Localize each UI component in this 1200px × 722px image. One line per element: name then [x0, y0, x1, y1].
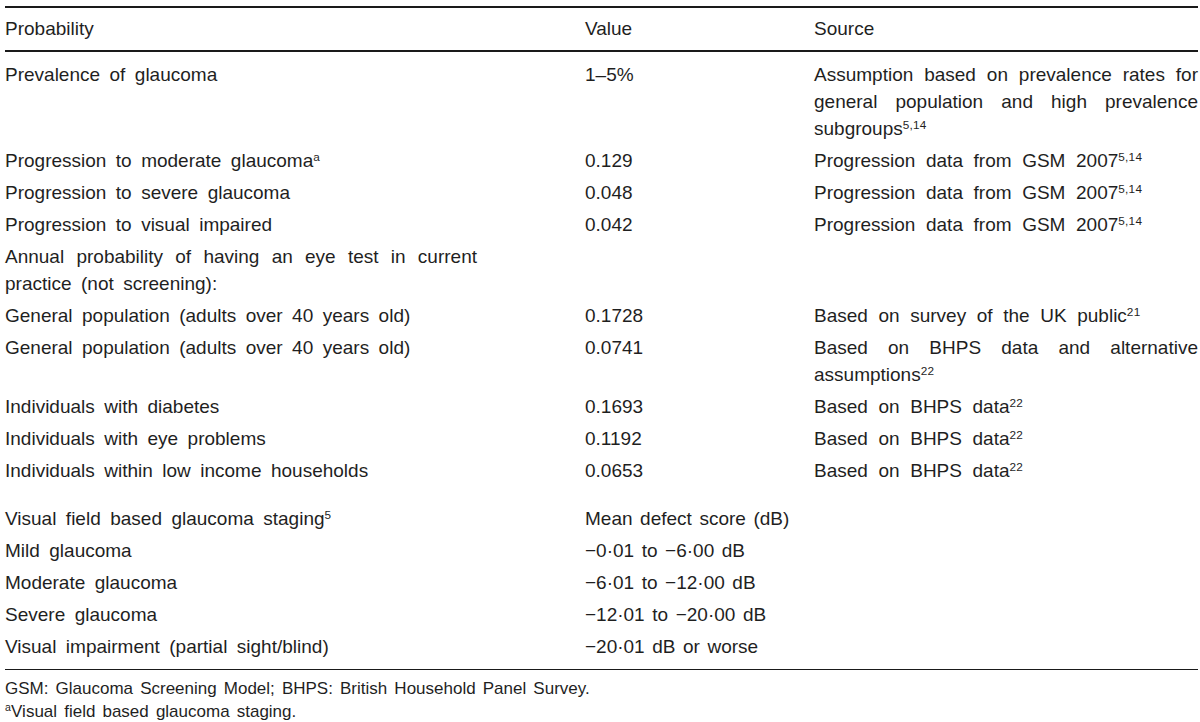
table-row: General population (adults over 40 years…	[5, 299, 1198, 331]
cell-source	[814, 601, 1198, 628]
table-row: Progression to moderate glaucomaa0.129Pr…	[5, 144, 1198, 176]
cell-probability: Prevalence of glaucoma	[5, 61, 585, 142]
cell-source: Progression data from GSM 20075,14	[814, 147, 1198, 174]
cell-value: 0.1693	[585, 393, 814, 420]
cell-value: 0.1192	[585, 425, 814, 452]
cell-source	[814, 537, 1198, 564]
cell-value: 0.1728	[585, 302, 814, 329]
cell-value: −0·01 to −6·00 dB	[585, 537, 814, 564]
cell-source	[814, 505, 1198, 532]
cell-source	[814, 569, 1198, 596]
column-header-value: Value	[585, 15, 814, 42]
cell-source: Progression data from GSM 20075,14	[814, 179, 1198, 206]
cell-probability: General population (adults over 40 years…	[5, 302, 585, 329]
cell-probability: Progression to visual impaired	[5, 211, 585, 238]
cell-probability: Individuals within low income households	[5, 457, 585, 484]
cell-value: 0.0653	[585, 457, 814, 484]
cell-value: Mean defect score (dB)	[585, 505, 814, 532]
cell-source	[814, 243, 1198, 297]
cell-probability: General population (adults over 40 years…	[5, 334, 585, 388]
table-row: Individuals with diabetes0.1693Based on …	[5, 390, 1198, 422]
table-row: Annual probability of having an eye test…	[5, 240, 1198, 299]
column-header-probability: Probability	[5, 15, 585, 42]
cell-probability: Visual impairment (partial sight/blind)	[5, 633, 585, 660]
cell-source: Based on BHPS data22	[814, 393, 1198, 420]
cell-probability: Individuals with eye problems	[5, 425, 585, 452]
cell-source: Based on BHPS data and alternative assum…	[814, 334, 1198, 388]
table-row: Visual impairment (partial sight/blind)−…	[5, 630, 1198, 662]
cell-probability: Moderate glaucoma	[5, 569, 585, 596]
cell-value	[585, 243, 814, 297]
cell-source	[814, 633, 1198, 660]
column-header-source: Source	[814, 15, 1198, 42]
cell-value: 0.129	[585, 147, 814, 174]
table-row: Visual field based glaucoma staging5Mean…	[5, 502, 1198, 534]
cell-source: Assumption based on prevalence rates for…	[814, 61, 1198, 142]
cell-value: 1–5%	[585, 61, 814, 142]
table-footnotes: GSM: Glaucoma Screening Model; BHPS: Bri…	[5, 670, 1198, 722]
cell-source: Based on BHPS data22	[814, 425, 1198, 452]
table-row: Progression to visual impaired0.042Progr…	[5, 208, 1198, 240]
cell-probability: Progression to severe glaucoma	[5, 179, 585, 206]
table-row: Moderate glaucoma−6·01 to −12·00 dB	[5, 566, 1198, 598]
table-row: General population (adults over 40 years…	[5, 331, 1198, 390]
cell-value: −20·01 dB or worse	[585, 633, 814, 660]
cell-source: Progression data from GSM 20075,14	[814, 211, 1198, 238]
table-header-row: Probability Value Source	[5, 8, 1198, 52]
cell-probability: Annual probability of having an eye test…	[5, 243, 585, 297]
cell-value: 0.042	[585, 211, 814, 238]
cell-probability: Visual field based glaucoma staging5	[5, 505, 585, 532]
paper-table-page: Probability Value Source Prevalence of g…	[0, 0, 1200, 722]
cell-value: −12·01 to −20·00 dB	[585, 601, 814, 628]
table-body: Prevalence of glaucoma1–5%Assumption bas…	[5, 52, 1198, 662]
cell-source: Based on survey of the UK public21	[814, 302, 1198, 329]
table-row: Individuals with eye problems0.1192Based…	[5, 422, 1198, 454]
table-row: Progression to severe glaucoma0.048Progr…	[5, 176, 1198, 208]
table-row: Severe glaucoma−12·01 to −20·00 dB	[5, 598, 1198, 630]
footnote-a-marker: a	[5, 701, 11, 713]
cell-probability: Severe glaucoma	[5, 601, 585, 628]
cell-value: 0.0741	[585, 334, 814, 388]
cell-probability: Progression to moderate glaucomaa	[5, 147, 585, 174]
table-row: Individuals within low income households…	[5, 454, 1198, 486]
cell-source: Based on BHPS data22	[814, 457, 1198, 484]
footnote-a: aVisual field based glaucoma staging.	[5, 701, 1198, 722]
footnote-abbreviations: GSM: Glaucoma Screening Model; BHPS: Bri…	[5, 678, 1198, 701]
cell-probability: Individuals with diabetes	[5, 393, 585, 420]
cell-probability: Mild glaucoma	[5, 537, 585, 564]
table-row: Mild glaucoma−0·01 to −6·00 dB	[5, 534, 1198, 566]
cell-value: −6·01 to −12·00 dB	[585, 569, 814, 596]
table-row: Prevalence of glaucoma1–5%Assumption bas…	[5, 58, 1198, 144]
cell-value: 0.048	[585, 179, 814, 206]
